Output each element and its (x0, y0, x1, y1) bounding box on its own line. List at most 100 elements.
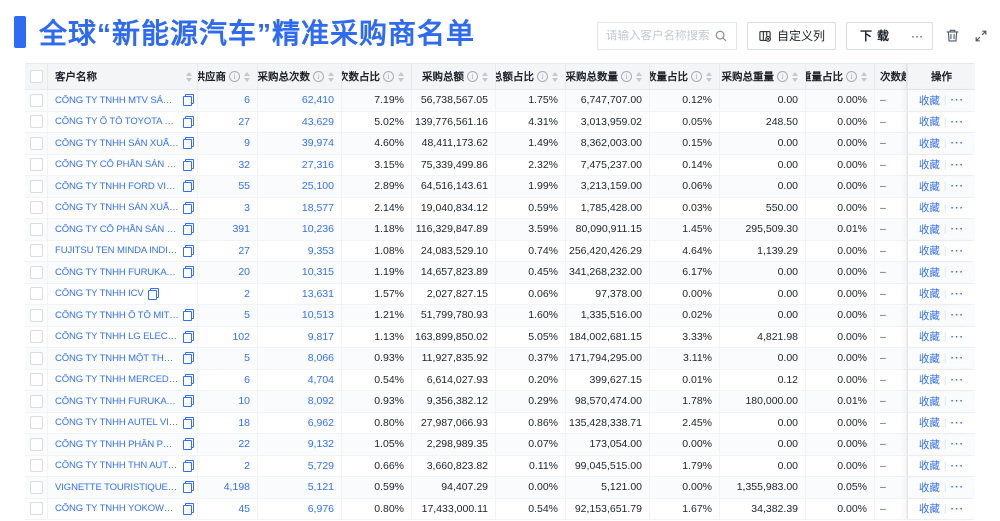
copy-icon[interactable] (183, 201, 194, 214)
row-checkbox[interactable] (29, 394, 43, 408)
copy-icon[interactable] (183, 416, 194, 429)
favorite-link[interactable]: 收藏 (918, 266, 940, 279)
table-row[interactable]: CÔNG TY TNHH FURUKAWA A... 20 10,315 1.1… (25, 262, 975, 284)
copy-icon[interactable] (183, 223, 194, 236)
column-header-customer-name[interactable]: 客户名称 (48, 64, 198, 89)
customer-name-link[interactable]: CÔNG TY TNHH AUTEL VIỆT N... (55, 417, 179, 429)
copy-icon[interactable] (183, 94, 194, 107)
sort-icon[interactable] (398, 71, 404, 82)
row-checkbox[interactable] (29, 158, 43, 172)
row-checkbox[interactable] (29, 265, 43, 279)
column-header-weight-pct[interactable]: 重量占比 (806, 64, 875, 89)
copy-icon[interactable] (183, 502, 194, 515)
favorite-link[interactable]: 收藏 (918, 309, 940, 322)
copy-icon[interactable] (183, 137, 194, 150)
customer-name-link[interactable]: CÔNG TY TNHH PHÂN PHỐI T... (55, 438, 179, 450)
row-more-button[interactable]: ··· (950, 180, 965, 193)
table-row[interactable]: CÔNG TY TNHH THN AUTOPAR... 2 5,729 0.66… (25, 455, 975, 477)
sort-icon[interactable] (482, 71, 488, 82)
column-header-total-purchases[interactable]: 采购总次数 (258, 64, 342, 89)
customer-name-link[interactable]: CÔNG TY TNHH MỘT THÀNH V... (55, 352, 179, 364)
row-checkbox[interactable] (29, 330, 43, 344)
column-header-total-quantity[interactable]: 采购总数量 (566, 64, 650, 89)
row-checkbox[interactable] (29, 201, 43, 215)
customer-name-link[interactable]: CÔNG TY TNHH Ô TÔ MITSUBI... (55, 309, 179, 321)
search-icon[interactable] (714, 29, 728, 43)
row-checkbox[interactable] (29, 373, 43, 387)
favorite-link[interactable]: 收藏 (918, 94, 940, 107)
customer-name-link[interactable]: FUJITSU TEN MINDA INDIA PVT... (55, 245, 179, 257)
favorite-link[interactable]: 收藏 (918, 223, 940, 236)
row-checkbox[interactable] (29, 308, 43, 322)
select-all-checkbox[interactable] (29, 70, 43, 83)
favorite-link[interactable]: 收藏 (918, 417, 940, 430)
row-checkbox[interactable] (29, 115, 43, 129)
favorite-link[interactable]: 收藏 (918, 503, 940, 516)
table-row[interactable]: CÔNG TY CỔ PHẦN SẢN XUẤT... 32 27,316 3.… (25, 154, 975, 176)
copy-icon[interactable] (147, 287, 159, 300)
customer-name-link[interactable]: CÔNG TY CỔ PHẦN SẢN XUẤT... (55, 159, 179, 171)
column-header-total-weight[interactable]: 采购总重量 (720, 64, 806, 89)
favorite-link[interactable]: 收藏 (918, 438, 940, 451)
favorite-link[interactable]: 收藏 (918, 202, 940, 215)
copy-icon[interactable] (183, 180, 194, 193)
table-row[interactable]: CÔNG TY TNHH SẢN XUẤT VÀ ... 3 18,577 2.… (25, 197, 975, 219)
table-row[interactable]: CÔNG TY TNHH Ô TÔ MITSUBI... 5 10,513 1.… (25, 305, 975, 327)
row-checkbox[interactable] (29, 351, 43, 365)
row-checkbox[interactable] (29, 136, 43, 150)
sort-icon[interactable] (861, 71, 867, 82)
table-row[interactable]: CÔNG TY TNHH SẢN XUẤT VÀ ... 9 39,974 4.… (25, 133, 975, 155)
row-more-button[interactable]: ··· (950, 416, 965, 429)
favorite-link[interactable]: 收藏 (918, 460, 940, 473)
row-more-button[interactable]: ··· (950, 266, 965, 279)
row-checkbox[interactable] (29, 459, 43, 473)
favorite-link[interactable]: 收藏 (918, 352, 940, 365)
row-checkbox[interactable] (29, 502, 43, 516)
table-row[interactable]: VIGNETTE TOURISTIQUE G UNI... 4,198 5,12… (25, 477, 975, 499)
customer-name-link[interactable]: CÔNG TY TNHH MTV SẢN XUẤ... (55, 94, 179, 106)
copy-icon[interactable] (183, 158, 194, 171)
download-button[interactable]: 下载 (847, 23, 902, 49)
customer-name-link[interactable]: VIGNETTE TOURISTIQUE G UNI... (55, 481, 179, 493)
favorite-link[interactable]: 收藏 (918, 116, 940, 129)
row-more-button[interactable]: ··· (950, 287, 965, 300)
row-checkbox[interactable] (29, 437, 43, 451)
row-checkbox[interactable] (29, 93, 43, 107)
favorite-link[interactable]: 收藏 (918, 180, 940, 193)
row-more-button[interactable]: ··· (950, 459, 965, 472)
table-row[interactable]: CÔNG TY TNHH MERCEDES–B... 6 4,704 0.54%… (25, 369, 975, 391)
customer-name-link[interactable]: CÔNG TY TNHH SẢN XUẤT VÀ ... (55, 137, 179, 149)
table-row[interactable]: CÔNG TY TNHH ICV 2 13,631 1.57% 2,027,82… (25, 283, 975, 305)
favorite-link[interactable]: 收藏 (918, 331, 940, 344)
row-more-button[interactable]: ··· (950, 502, 965, 515)
table-row[interactable]: CÔNG TY TNHH FORD VIỆT NAM 55 25,100 2.8… (25, 176, 975, 198)
sort-icon[interactable] (552, 71, 558, 82)
row-more-button[interactable]: ··· (950, 309, 965, 322)
sort-icon[interactable] (328, 71, 334, 82)
column-header-amount-pct[interactable]: 总额占比 (496, 64, 566, 89)
row-more-button[interactable]: ··· (950, 395, 965, 408)
row-more-button[interactable]: ··· (950, 438, 965, 451)
customer-name-link[interactable]: CÔNG TY CỔ PHẦN SẢN XUẤT... (55, 223, 179, 235)
column-header-count-trend[interactable]: 次数趋势 (875, 64, 907, 89)
copy-icon[interactable] (183, 438, 194, 451)
copy-icon[interactable] (183, 330, 194, 343)
row-more-button[interactable]: ··· (950, 330, 965, 343)
table-row[interactable]: CÔNG TY TNHH PHÂN PHỐI T... 22 9,132 1.0… (25, 434, 975, 456)
column-header-suppliers[interactable]: 供应商 (198, 64, 258, 89)
customize-columns-button[interactable]: 自定义列 (746, 21, 836, 50)
download-more-button[interactable]: ··· (902, 23, 932, 49)
row-checkbox[interactable] (29, 222, 43, 236)
customer-name-link[interactable]: CÔNG TY TNHH ICV (55, 288, 144, 300)
row-checkbox[interactable] (29, 179, 43, 193)
search-input[interactable] (605, 29, 714, 42)
row-more-button[interactable]: ··· (950, 137, 965, 150)
trash-icon[interactable] (943, 26, 962, 45)
row-more-button[interactable]: ··· (950, 244, 965, 257)
copy-icon[interactable] (183, 266, 194, 279)
customer-name-link[interactable]: CÔNG TY TNHH MERCEDES–B... (55, 374, 179, 386)
row-checkbox[interactable] (29, 416, 43, 430)
customer-name-link[interactable]: CÔNG TY TNHH FORD VIỆT NAM (55, 180, 179, 192)
copy-icon[interactable] (183, 244, 194, 257)
copy-icon[interactable] (183, 309, 194, 322)
